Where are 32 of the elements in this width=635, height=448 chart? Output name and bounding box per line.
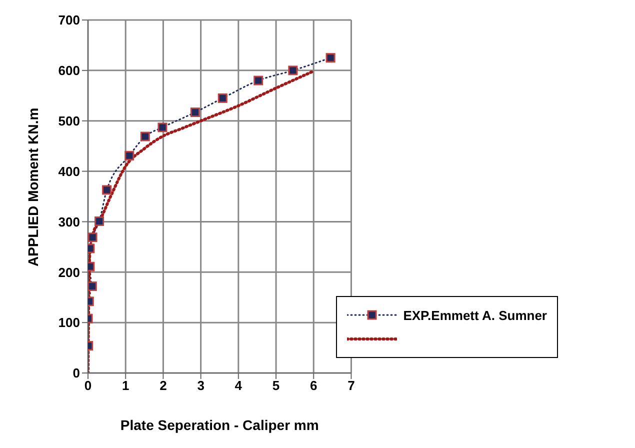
x-tick-label: 4 xyxy=(234,378,243,394)
x-tick-label: 6 xyxy=(310,378,318,394)
y-tick-label: 300 xyxy=(58,214,80,230)
point xyxy=(88,282,97,292)
y-tick-label: 0 xyxy=(72,366,80,381)
point xyxy=(158,122,168,132)
y-tick-label: 700 xyxy=(58,12,80,28)
legend-label: EXP.Emmett A. Sumner xyxy=(403,308,547,322)
x-tick-label: 2 xyxy=(160,378,167,394)
point xyxy=(94,216,104,226)
x-tick-label: 1 xyxy=(122,378,130,394)
point xyxy=(326,53,336,63)
y-tick-label: 600 xyxy=(58,63,80,78)
x-axis-title: Plate Seperation - Caliper mm xyxy=(120,417,319,433)
y-tick-label: 100 xyxy=(58,315,80,330)
x-tick-label: 7 xyxy=(348,378,355,394)
y-tick-label: 500 xyxy=(58,113,80,128)
x-tick-label: 3 xyxy=(197,378,204,394)
y-axis-title: APPLIED Moment KN.m xyxy=(24,108,41,266)
y-tick-label: 200 xyxy=(58,264,80,280)
point xyxy=(102,185,112,195)
point xyxy=(288,66,298,76)
x-tick-label: 5 xyxy=(272,378,280,394)
point xyxy=(88,232,98,242)
line-series xyxy=(88,70,314,373)
point xyxy=(124,150,134,160)
point xyxy=(254,76,264,86)
point xyxy=(140,132,150,142)
y-tick-label: 400 xyxy=(58,164,80,179)
point xyxy=(218,93,228,103)
x-tick-label: 0 xyxy=(84,378,92,394)
point xyxy=(190,108,200,118)
